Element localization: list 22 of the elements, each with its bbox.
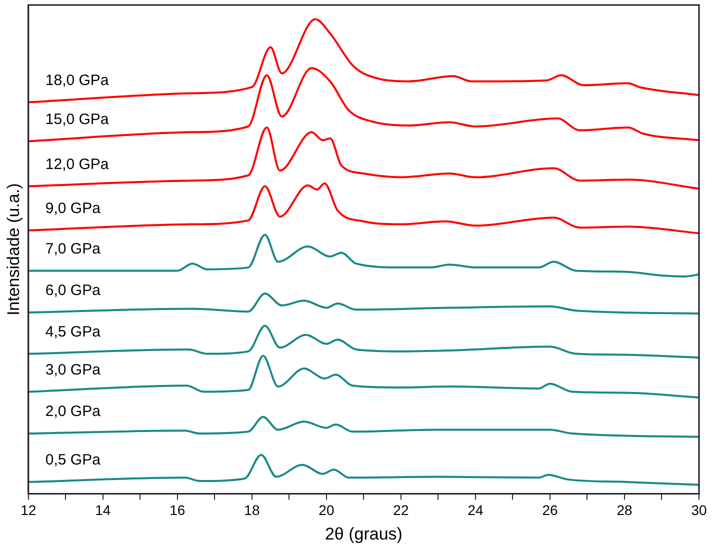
- series-label: 9,0 GPa: [45, 200, 102, 218]
- y-axis-title: Intensidade (u.a.): [4, 183, 23, 316]
- series-label: 0,5 GPa: [45, 452, 102, 469]
- x-tick-label: 30: [691, 502, 707, 518]
- series-label: 2,0 GPa: [45, 403, 102, 420]
- series-label: 4,5 GPa: [45, 323, 102, 340]
- x-tick-label: 16: [170, 502, 186, 518]
- x-axis-title: 2θ (graus): [324, 524, 402, 544]
- x-tick-label: 28: [616, 502, 632, 518]
- series-label: 12,0 GPa: [45, 156, 110, 173]
- series-label: 7,0 GPa: [45, 240, 102, 258]
- x-tick-label: 14: [95, 502, 111, 518]
- x-tick-label: 24: [468, 502, 484, 518]
- x-tick-label: 12: [20, 502, 36, 518]
- series-label: 18,0 GPa: [45, 72, 110, 89]
- series-label: 3,0 GPa: [45, 361, 102, 378]
- series-label: 6,0 GPa: [45, 282, 102, 300]
- series-label: 15,0 GPa: [45, 110, 110, 128]
- x-tick-label: 26: [542, 502, 558, 518]
- x-tick-label: 20: [318, 502, 334, 518]
- x-tick-label: 22: [393, 502, 409, 518]
- x-tick-label: 18: [244, 502, 260, 518]
